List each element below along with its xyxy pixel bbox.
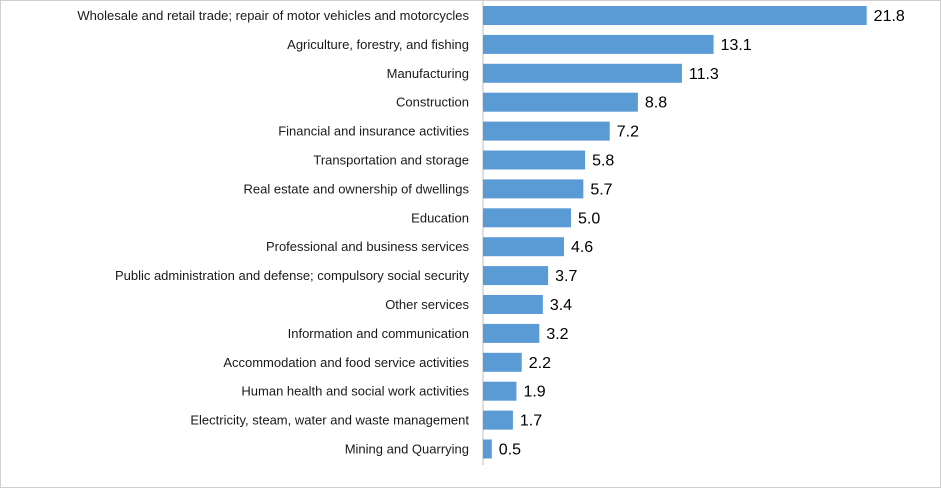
bar [483, 323, 540, 343]
category-label: Education [411, 210, 469, 225]
category-label: Information and communication [288, 326, 469, 341]
bar [483, 121, 610, 141]
value-label: 11.3 [689, 66, 719, 83]
value-label: 0.5 [499, 442, 521, 459]
category-label: Other services [385, 297, 469, 312]
bar [483, 63, 682, 83]
bar [483, 381, 517, 401]
category-label: Professional and business services [266, 239, 470, 254]
value-label: 3.4 [550, 297, 572, 314]
category-label: Public administration and defense; compu… [115, 268, 470, 283]
category-label: Agriculture, forestry, and fishing [287, 37, 469, 52]
category-label: Construction [396, 95, 469, 110]
category-label: Human health and social work activities [241, 384, 469, 399]
bar [483, 439, 492, 459]
value-label: 13.1 [721, 37, 752, 54]
category-labels-group: Wholesale and retail trade; repair of mo… [77, 8, 469, 457]
bar [483, 352, 522, 372]
category-label: Electricity, steam, water and waste mana… [190, 413, 469, 428]
value-labels-group: 21.8 13.111.3 8.8 7.25.8 5.7 5.0 4.6 3.7 3.4 3.2 2… [499, 8, 905, 459]
category-label: Mining and Quarrying [345, 442, 469, 457]
category-label: Financial and insurance activities [278, 124, 469, 139]
value-label: 4.6 [571, 239, 593, 256]
value-label: 5.7 [590, 181, 612, 198]
bar [483, 6, 867, 25]
value-label: 7.2 [617, 124, 639, 141]
value-label: 3.2 [546, 326, 568, 343]
bar [483, 179, 584, 199]
bar [483, 266, 549, 286]
category-label: Manufacturing [387, 66, 469, 81]
value-label: 1.7 [520, 413, 542, 430]
bar [483, 150, 586, 170]
bar [483, 34, 714, 54]
bars-group [483, 6, 867, 459]
value-label: 21.8 [874, 8, 905, 25]
bar [483, 237, 564, 257]
bar [483, 208, 571, 228]
value-label: 8.8 [645, 95, 667, 112]
category-label: Accommodation and food service activitie… [223, 355, 469, 370]
category-label: Real estate and ownership of dwellings [244, 181, 470, 196]
bar [483, 410, 513, 430]
value-label: 2.2 [529, 355, 551, 372]
value-label: 1.9 [523, 384, 545, 401]
value-label: 3.7 [555, 268, 577, 285]
category-label: Wholesale and retail trade; repair of mo… [77, 8, 469, 23]
category-label: Transportation and storage [313, 153, 469, 168]
value-label: 5.8 [592, 153, 614, 170]
bar [483, 295, 543, 314]
value-label: 5.0 [578, 210, 600, 227]
bar [483, 92, 638, 112]
